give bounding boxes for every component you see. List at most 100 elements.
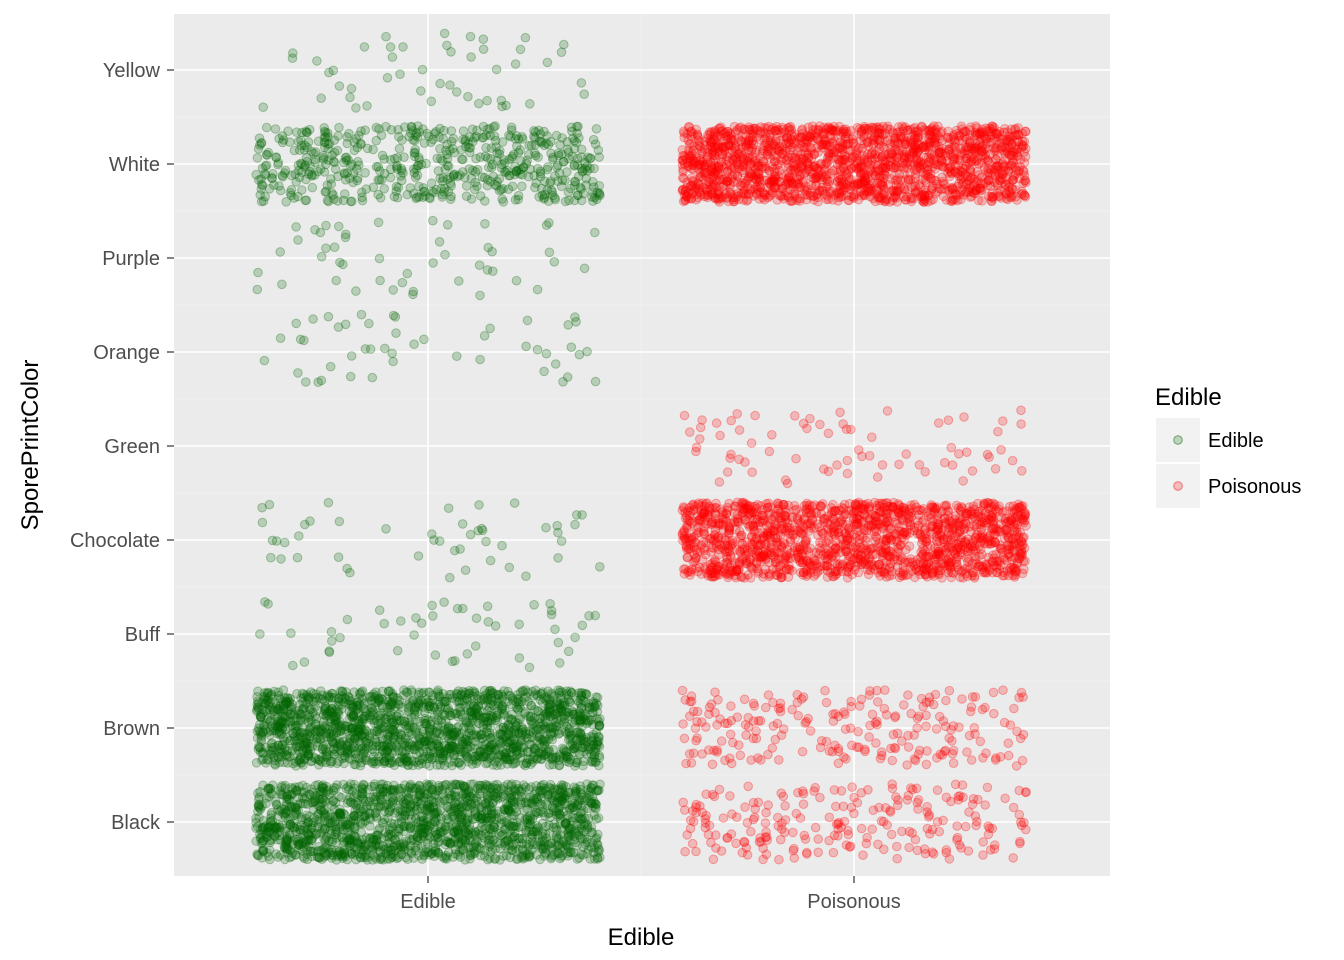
data-point <box>388 699 398 709</box>
data-point <box>577 620 588 631</box>
data-point <box>486 802 496 813</box>
data-point <box>297 792 308 803</box>
data-point <box>396 175 407 186</box>
data-point <box>506 781 516 791</box>
data-point <box>476 523 487 534</box>
data-point <box>281 844 292 854</box>
data-point <box>427 848 437 859</box>
data-point <box>440 822 451 833</box>
data-point <box>798 788 809 799</box>
data-point <box>334 808 345 819</box>
data-point <box>390 828 400 838</box>
data-point <box>483 617 494 627</box>
data-point <box>520 814 531 825</box>
data-point <box>364 318 374 329</box>
data-point <box>906 783 916 793</box>
data-point <box>387 852 398 862</box>
data-point <box>731 838 741 849</box>
data-point <box>468 849 479 859</box>
data-point <box>774 755 784 765</box>
data-point <box>454 695 464 706</box>
data-point <box>321 781 332 792</box>
data-point <box>589 810 600 821</box>
data-point <box>456 811 466 822</box>
data-point <box>539 750 549 761</box>
data-point <box>907 828 918 838</box>
data-point <box>697 749 707 759</box>
data-point <box>385 155 396 165</box>
data-point <box>584 790 594 800</box>
data-point <box>350 805 361 816</box>
data-point <box>334 122 344 133</box>
data-point <box>524 852 535 862</box>
data-point <box>565 731 576 741</box>
data-point <box>334 81 345 91</box>
data-point <box>383 686 394 697</box>
data-point <box>829 830 840 841</box>
data-point <box>391 715 402 725</box>
data-point <box>470 809 481 820</box>
data-point <box>405 822 415 833</box>
data-point <box>574 853 585 863</box>
data-point <box>251 813 261 824</box>
data-point <box>364 813 375 823</box>
data-point <box>385 806 395 817</box>
data-point <box>357 784 368 794</box>
data-point <box>440 164 451 175</box>
data-point <box>382 73 393 83</box>
data-point <box>380 756 390 766</box>
data-point <box>691 735 701 746</box>
data-point <box>443 802 454 812</box>
data-point <box>281 839 292 849</box>
data-point <box>593 785 603 796</box>
data-point <box>280 712 290 723</box>
data-point <box>577 814 588 824</box>
data-point <box>448 852 458 862</box>
data-point <box>362 802 372 812</box>
data-point <box>938 815 948 826</box>
data-point <box>749 812 760 823</box>
data-point <box>969 723 980 733</box>
data-point <box>553 834 564 844</box>
data-point <box>252 153 263 163</box>
data-point <box>442 139 452 150</box>
data-point <box>357 192 367 203</box>
data-point <box>372 787 382 798</box>
data-point <box>487 159 498 170</box>
data-point <box>360 839 371 850</box>
data-point <box>409 795 419 806</box>
data-point <box>712 747 722 757</box>
data-point <box>537 831 548 842</box>
data-point <box>283 815 294 825</box>
data-point <box>307 828 317 839</box>
data-point <box>292 809 302 820</box>
data-point <box>343 819 353 829</box>
data-point <box>701 789 712 800</box>
data-point <box>714 784 725 795</box>
data-point <box>383 838 393 849</box>
data-point <box>452 825 463 836</box>
data-point <box>521 341 531 352</box>
data-point <box>548 787 559 798</box>
data-point <box>887 779 898 790</box>
data-point <box>983 821 994 831</box>
data-point <box>291 786 302 797</box>
data-point <box>435 78 445 89</box>
data-point <box>294 531 304 541</box>
data-point <box>824 812 835 823</box>
data-point <box>856 823 867 834</box>
data-point <box>421 779 432 789</box>
data-point <box>430 812 441 823</box>
data-point <box>1008 853 1019 863</box>
data-point <box>726 829 737 839</box>
data-point <box>258 846 269 856</box>
data-point <box>313 822 323 832</box>
data-point <box>291 712 302 723</box>
data-point <box>932 785 943 796</box>
data-point <box>880 685 890 695</box>
data-point <box>532 344 543 355</box>
data-point <box>498 851 509 861</box>
data-point <box>399 810 410 820</box>
data-point <box>564 823 575 834</box>
data-point <box>314 794 325 805</box>
